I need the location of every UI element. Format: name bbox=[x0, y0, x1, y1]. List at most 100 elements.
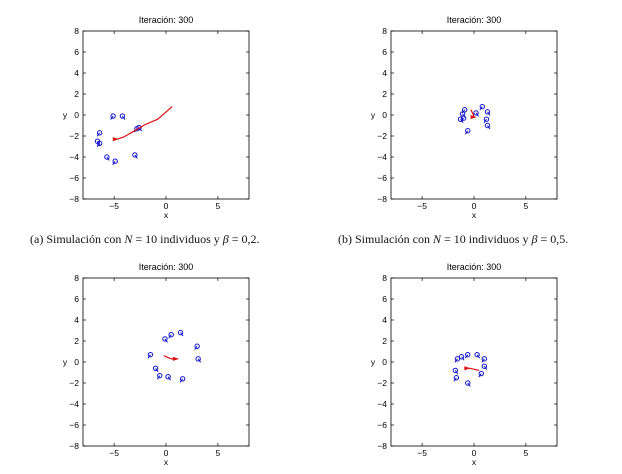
x-tick-label: 5 bbox=[216, 448, 221, 458]
leader-trail bbox=[117, 106, 173, 140]
plot-frame bbox=[82, 277, 250, 447]
x-axis-label: x bbox=[472, 457, 477, 467]
y-axis-label: y bbox=[63, 357, 68, 367]
y-tick-label: −2 bbox=[69, 131, 79, 141]
individual-point bbox=[110, 113, 116, 119]
individual-point bbox=[465, 128, 471, 134]
y-tick-label: 8 bbox=[382, 273, 387, 283]
y-tick-label: 6 bbox=[74, 294, 79, 304]
y-tick-label: −2 bbox=[377, 378, 387, 388]
y-axis-label: y bbox=[371, 110, 376, 120]
x-tick-label: 0 bbox=[164, 201, 169, 211]
y-tick-label: −8 bbox=[377, 194, 387, 204]
caption-b-mid: individuos y bbox=[468, 232, 529, 246]
caption-b-label: (b) bbox=[338, 232, 352, 246]
y-tick-label: 6 bbox=[382, 47, 387, 57]
y-tick-label: −6 bbox=[69, 173, 79, 183]
x-tick-label: 5 bbox=[524, 448, 529, 458]
x-axis-label: x bbox=[472, 210, 477, 220]
leader-trail bbox=[470, 109, 475, 118]
individual-point bbox=[459, 111, 466, 117]
y-tick-label: −6 bbox=[377, 173, 387, 183]
y-tick-label: 4 bbox=[74, 68, 79, 78]
y-axis-label: y bbox=[63, 110, 68, 120]
y-tick-label: 8 bbox=[382, 26, 387, 36]
y-tick-label: 6 bbox=[74, 47, 79, 57]
individual-point bbox=[195, 356, 201, 362]
plot-frame bbox=[390, 30, 558, 200]
caption-a-beta-value: = 0,2. bbox=[231, 232, 260, 246]
individual-point bbox=[478, 370, 484, 377]
y-tick-label: 2 bbox=[74, 336, 79, 346]
caption-a-beta-symbol: β bbox=[222, 232, 229, 246]
y-tick-label: −4 bbox=[377, 399, 387, 409]
individual-point bbox=[479, 103, 485, 110]
caption-a-n-symbol: N bbox=[124, 232, 133, 246]
x-tick-label: 5 bbox=[216, 201, 221, 211]
caption-a-mid: individuos y bbox=[160, 232, 220, 246]
y-tick-label: 4 bbox=[382, 68, 387, 78]
caption-b-n-symbol: N bbox=[433, 232, 442, 246]
individual-point bbox=[165, 374, 171, 380]
y-tick-label: 8 bbox=[74, 26, 79, 36]
caption-b-beta-symbol: β bbox=[531, 232, 538, 246]
individual-point bbox=[465, 380, 471, 386]
x-axis-label: x bbox=[164, 457, 169, 467]
x-tick-label: −5 bbox=[109, 201, 119, 211]
caption-b-beta-value: = 0,5. bbox=[540, 232, 569, 246]
individual-point bbox=[136, 124, 142, 131]
x-tick-label: 0 bbox=[472, 201, 477, 211]
individual-point bbox=[162, 336, 168, 342]
individual-point bbox=[119, 113, 126, 119]
x-tick-label: −5 bbox=[417, 448, 427, 458]
y-tick-label: 2 bbox=[382, 89, 387, 99]
individual-point bbox=[157, 372, 163, 379]
y-tick-label: −4 bbox=[377, 152, 387, 162]
chart-title: Iteración: 300 bbox=[139, 262, 194, 272]
caption-a-n-value: = 10 bbox=[135, 232, 158, 246]
individual-point bbox=[474, 351, 480, 358]
caption-b: (b) Simulación con N = 10 individuos y β… bbox=[338, 232, 568, 247]
individual-point bbox=[481, 356, 488, 362]
leader-head bbox=[464, 366, 471, 371]
chart-title: Iteración: 300 bbox=[447, 262, 502, 272]
y-tick-label: −6 bbox=[377, 420, 387, 430]
individual-point bbox=[96, 140, 103, 147]
chart-panel-2: Iteración: 300 −5 0 5 8 6 4 2 0 −2 −4 −6 −8 x y bbox=[371, 15, 558, 220]
individual-point bbox=[194, 343, 200, 349]
individual-point bbox=[483, 116, 490, 122]
caption-a-label: (a) bbox=[30, 232, 44, 246]
caption-a-text: Simulación con bbox=[46, 232, 122, 246]
chart-panel-4: Iteración: 300 −5 0 5 8 6 4 2 0 −2 −4 −6 −8 x y bbox=[371, 262, 558, 467]
y-tick-label: 6 bbox=[382, 294, 387, 304]
y-tick-label: −8 bbox=[377, 441, 387, 451]
chart-panel-3: Iteración: 300 −5 0 5 8 6 4 2 0 −2 −4 −6 −8 x y bbox=[63, 262, 250, 467]
y-tick-label: 2 bbox=[74, 89, 79, 99]
individual-point bbox=[465, 351, 471, 358]
y-tick-label: −2 bbox=[69, 378, 79, 388]
x-tick-label: −5 bbox=[109, 448, 119, 458]
x-tick-label: 5 bbox=[524, 201, 529, 211]
individual-point bbox=[147, 351, 154, 358]
individual-point bbox=[473, 110, 479, 116]
y-tick-label: 0 bbox=[74, 357, 79, 367]
y-tick-label: 0 bbox=[382, 357, 387, 367]
chart-title: Iteración: 300 bbox=[139, 15, 194, 25]
leader-head bbox=[470, 115, 477, 120]
y-tick-label: 2 bbox=[382, 336, 387, 346]
individual-point bbox=[168, 332, 174, 338]
x-axis-label: x bbox=[164, 210, 169, 220]
individual-point bbox=[112, 158, 118, 164]
individual-point bbox=[177, 329, 184, 336]
plot-frame bbox=[82, 30, 250, 200]
individual-point bbox=[481, 363, 488, 369]
y-tick-label: −4 bbox=[69, 152, 79, 162]
chart-panel-1: Iteración: 300 −5 0 5 8 6 4 2 0 −2 −4 −6 −8 x y bbox=[63, 15, 250, 220]
individual-point bbox=[461, 107, 468, 113]
individual-point bbox=[96, 130, 103, 136]
x-tick-label: −5 bbox=[417, 201, 427, 211]
y-tick-label: −4 bbox=[69, 399, 79, 409]
y-tick-label: −8 bbox=[69, 194, 79, 204]
y-tick-label: 0 bbox=[74, 110, 79, 120]
individual-point bbox=[484, 122, 491, 129]
